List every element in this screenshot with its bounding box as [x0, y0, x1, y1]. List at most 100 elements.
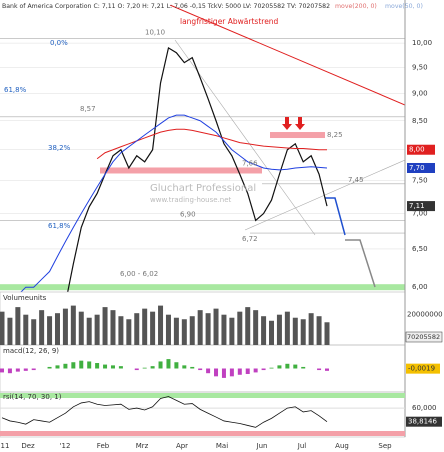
volume-bar	[158, 305, 164, 345]
volume-bar	[213, 308, 219, 345]
macd-bar	[190, 366, 195, 369]
macd-bar	[229, 368, 234, 377]
trend-line	[244, 159, 405, 231]
watermark: www.trading-house.net	[150, 196, 232, 204]
volume-bar	[78, 311, 84, 345]
macd-bar	[261, 368, 266, 371]
macd-bar	[0, 368, 4, 373]
y-tick-label: 6,00	[412, 283, 428, 291]
macd-bar	[221, 368, 226, 378]
panel-title: rsi(14, 70, 30, 1)	[3, 393, 62, 401]
volume-bar	[221, 314, 227, 345]
macd-bar	[269, 367, 274, 369]
macd-bar	[325, 368, 329, 371]
volume-bar	[261, 316, 267, 345]
y-tick-label: 6,50	[412, 245, 428, 253]
volume-bar	[15, 307, 21, 345]
y-tick-label: 60,000	[412, 404, 437, 412]
arrow	[295, 117, 305, 130]
volume-bar	[316, 316, 322, 345]
macd-bar	[55, 365, 60, 369]
volume-bar	[134, 313, 140, 345]
macd-bar	[79, 360, 84, 369]
y-tick-label: 8,50	[412, 117, 428, 125]
macd-bar	[174, 362, 179, 369]
volume-bar	[165, 314, 171, 345]
x-tick-label: Sep	[378, 442, 392, 450]
macd-bar	[150, 366, 155, 369]
volume-bar	[70, 305, 76, 345]
macd-bar	[142, 367, 147, 369]
volume-bar	[181, 319, 187, 345]
support-band	[0, 284, 405, 291]
macd-bar	[103, 364, 108, 369]
support-band	[100, 167, 262, 174]
level-label: 6,90	[180, 210, 196, 218]
y-tick-label: 10,00	[412, 39, 432, 47]
volume-bar	[173, 317, 179, 345]
macd-bar	[245, 368, 250, 374]
moving-average	[20, 114, 328, 292]
volume-bar	[7, 317, 13, 345]
badge	[405, 331, 443, 343]
fib-label: 61,8%	[48, 222, 71, 230]
macd-bar	[110, 365, 115, 369]
arrow	[282, 117, 292, 130]
volume-bar	[150, 311, 156, 345]
macd-bar	[118, 366, 123, 369]
macd-bar	[23, 368, 28, 371]
fib-label: 0,0%	[50, 39, 68, 47]
volume-bar	[205, 313, 211, 345]
volume-bar	[31, 319, 37, 345]
level-label: 6,72	[242, 235, 258, 243]
macd-bar	[317, 368, 322, 371]
x-tick-label: Jul	[297, 442, 307, 450]
volume-bar	[237, 311, 243, 345]
badge-label: 7,70	[409, 164, 425, 172]
fib-label: 61,8%	[4, 86, 27, 94]
price-badge	[407, 144, 435, 155]
volume-bar	[102, 307, 108, 345]
badge-label: 70205582	[407, 333, 440, 341]
macd-bar	[182, 365, 187, 369]
volume-bar	[23, 314, 29, 345]
volume-bar	[62, 308, 68, 345]
macd-bar	[7, 368, 12, 374]
macd-bar	[253, 368, 258, 373]
macd-bar	[47, 366, 52, 369]
macd-bar	[198, 368, 203, 371]
rsi-line	[1, 396, 328, 428]
trend-line	[169, 5, 405, 106]
level-label: 7,45	[348, 176, 364, 184]
level-label: 10,10	[145, 28, 165, 36]
fib-label: 38,2%	[48, 144, 71, 152]
volume-bar	[300, 319, 306, 345]
macd-bar	[71, 362, 76, 369]
oversold-band	[0, 431, 405, 436]
resistance-box	[270, 132, 325, 139]
volume-bar	[94, 314, 100, 345]
badge-label: 7,11	[409, 202, 425, 210]
macd-bar	[134, 368, 139, 371]
volume-bar	[54, 313, 60, 345]
volume-bar	[0, 311, 5, 345]
volume-bar	[110, 310, 116, 345]
x-tick-label: '12	[60, 442, 71, 450]
y-tick-label: 9,00	[412, 89, 428, 97]
panel-title: macd(12, 26, 9)	[3, 347, 59, 355]
y-tick-label: 9,50	[412, 64, 428, 72]
overbought-band	[0, 393, 405, 398]
macd-bar	[15, 368, 20, 372]
legend-entry: move(50, 0)	[385, 3, 423, 10]
forecast	[325, 197, 346, 236]
volume-bar	[324, 322, 330, 345]
volume-bar	[292, 317, 298, 345]
volume-bar	[276, 314, 282, 345]
volume-bar	[197, 310, 203, 345]
volume-bar	[253, 310, 259, 345]
macd-bar	[95, 363, 100, 369]
macd-bar	[87, 361, 92, 369]
volume-bar	[126, 319, 132, 345]
panel-title: Volumeunits	[3, 294, 47, 302]
x-tick-label: Mrz	[136, 442, 149, 450]
